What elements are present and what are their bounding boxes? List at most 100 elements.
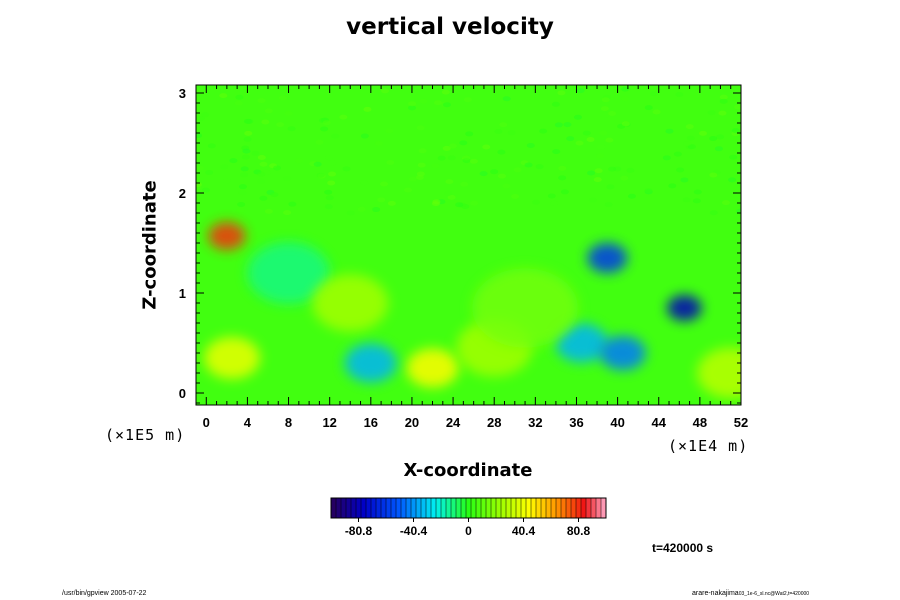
colorbar-cell xyxy=(516,498,522,518)
texture-spot xyxy=(445,179,454,185)
texture-spot xyxy=(205,170,214,176)
colorbar-cell xyxy=(531,498,537,518)
colorbar-cell xyxy=(566,498,572,518)
texture-spot xyxy=(731,128,740,134)
texture-spot xyxy=(563,122,572,128)
heatmap-feature xyxy=(666,294,702,322)
texture-spot xyxy=(665,128,674,134)
y-tick-label: 2 xyxy=(179,186,186,201)
texture-spot xyxy=(554,122,563,128)
x-tick-label: 24 xyxy=(446,415,461,430)
texture-spot xyxy=(604,202,613,208)
heatmap-feature xyxy=(208,222,246,250)
texture-spot xyxy=(196,88,203,94)
colorbar-tick-label: 0 xyxy=(465,524,472,538)
texture-spot xyxy=(575,140,584,146)
texture-spot xyxy=(229,158,238,164)
x-tick-label: 40 xyxy=(610,415,624,430)
texture-spot xyxy=(550,200,559,206)
texture-spot xyxy=(264,108,273,114)
texture-spot xyxy=(448,143,457,149)
texture-spot xyxy=(673,151,682,157)
texture-spot xyxy=(313,161,322,167)
colorbar-cell xyxy=(521,498,527,518)
texture-spot xyxy=(459,140,468,146)
texture-spot xyxy=(662,155,671,161)
texture-spot xyxy=(387,200,396,206)
texture-spot xyxy=(386,160,395,166)
texture-spot xyxy=(685,124,694,130)
colorbar-cell xyxy=(581,498,587,518)
colorbar-cell xyxy=(496,498,502,518)
texture-spot xyxy=(237,201,246,207)
footer-right-small: 03_1e-6_sl.nc@Wat2,t=420000 xyxy=(738,591,810,597)
colorbar-tick-label: 40.4 xyxy=(512,524,536,538)
texture-spot xyxy=(245,119,254,125)
texture-spot xyxy=(363,106,372,112)
texture-spot xyxy=(605,137,614,143)
texture-spot xyxy=(513,167,522,173)
texture-spot xyxy=(626,167,635,173)
colorbar-cell xyxy=(401,498,407,518)
texture-spot xyxy=(408,105,417,111)
texture-spot xyxy=(287,126,296,132)
texture-spot xyxy=(235,94,244,100)
heatmap-features xyxy=(203,222,741,399)
texture-spot xyxy=(234,100,243,106)
texture-spot xyxy=(479,171,488,177)
texture-spot xyxy=(325,195,334,201)
texture-spot xyxy=(558,165,567,171)
texture-spot xyxy=(502,96,511,102)
texture-spot xyxy=(686,135,695,141)
texture-spot xyxy=(385,128,394,134)
texture-spot xyxy=(728,177,737,183)
texture-spot xyxy=(408,101,417,107)
texture-spot xyxy=(416,171,425,177)
colorbar-cell xyxy=(371,498,377,518)
y-tick-label: 0 xyxy=(179,386,186,401)
texture-spot xyxy=(236,207,245,213)
texture-spot xyxy=(408,176,417,182)
x-tick-label: 4 xyxy=(244,415,252,430)
texture-spot xyxy=(718,110,727,116)
y-axis-ticks: 0 1 2 3 xyxy=(179,86,741,404)
texture-spot xyxy=(257,171,266,177)
texture-spot xyxy=(377,197,386,203)
texture-spot xyxy=(560,189,569,195)
heatmap-feature xyxy=(406,348,459,388)
texture-spot xyxy=(220,164,229,170)
colorbar-cell xyxy=(601,498,607,518)
texture-spot xyxy=(259,195,268,201)
x-tick-label: 44 xyxy=(652,415,667,430)
texture-spot xyxy=(588,197,597,203)
x-tick-label: 52 xyxy=(734,415,748,430)
texture-spot xyxy=(535,164,544,170)
texture-spot xyxy=(620,175,629,181)
texture-spot xyxy=(240,172,249,178)
texture-spot xyxy=(256,178,265,184)
colorbar-cell xyxy=(561,498,567,518)
texture-spot xyxy=(328,160,337,166)
heatmap-feature xyxy=(472,268,579,348)
colorbar-cell xyxy=(456,498,462,518)
texture-spot xyxy=(599,130,608,136)
texture-spot xyxy=(444,190,453,196)
texture-spot xyxy=(719,98,728,104)
texture-spot xyxy=(693,189,702,195)
texture-spot xyxy=(608,111,617,117)
texture-spot xyxy=(526,142,535,148)
texture-spot xyxy=(644,188,653,194)
texture-spot xyxy=(437,155,446,161)
colorbar-cell xyxy=(416,498,422,518)
colorbar-cell xyxy=(481,498,487,518)
texture-spot xyxy=(283,176,292,182)
colorbar-cell xyxy=(386,498,392,518)
texture-spot xyxy=(257,154,266,160)
colorbar-cell xyxy=(486,498,492,518)
colorbar-cell xyxy=(381,498,387,518)
texture-spot xyxy=(273,165,282,171)
colorbar-tick-label: -80.8 xyxy=(345,524,373,538)
texture-spot xyxy=(339,114,348,120)
x-tick-label: 12 xyxy=(322,415,336,430)
texture-spot xyxy=(490,169,499,175)
